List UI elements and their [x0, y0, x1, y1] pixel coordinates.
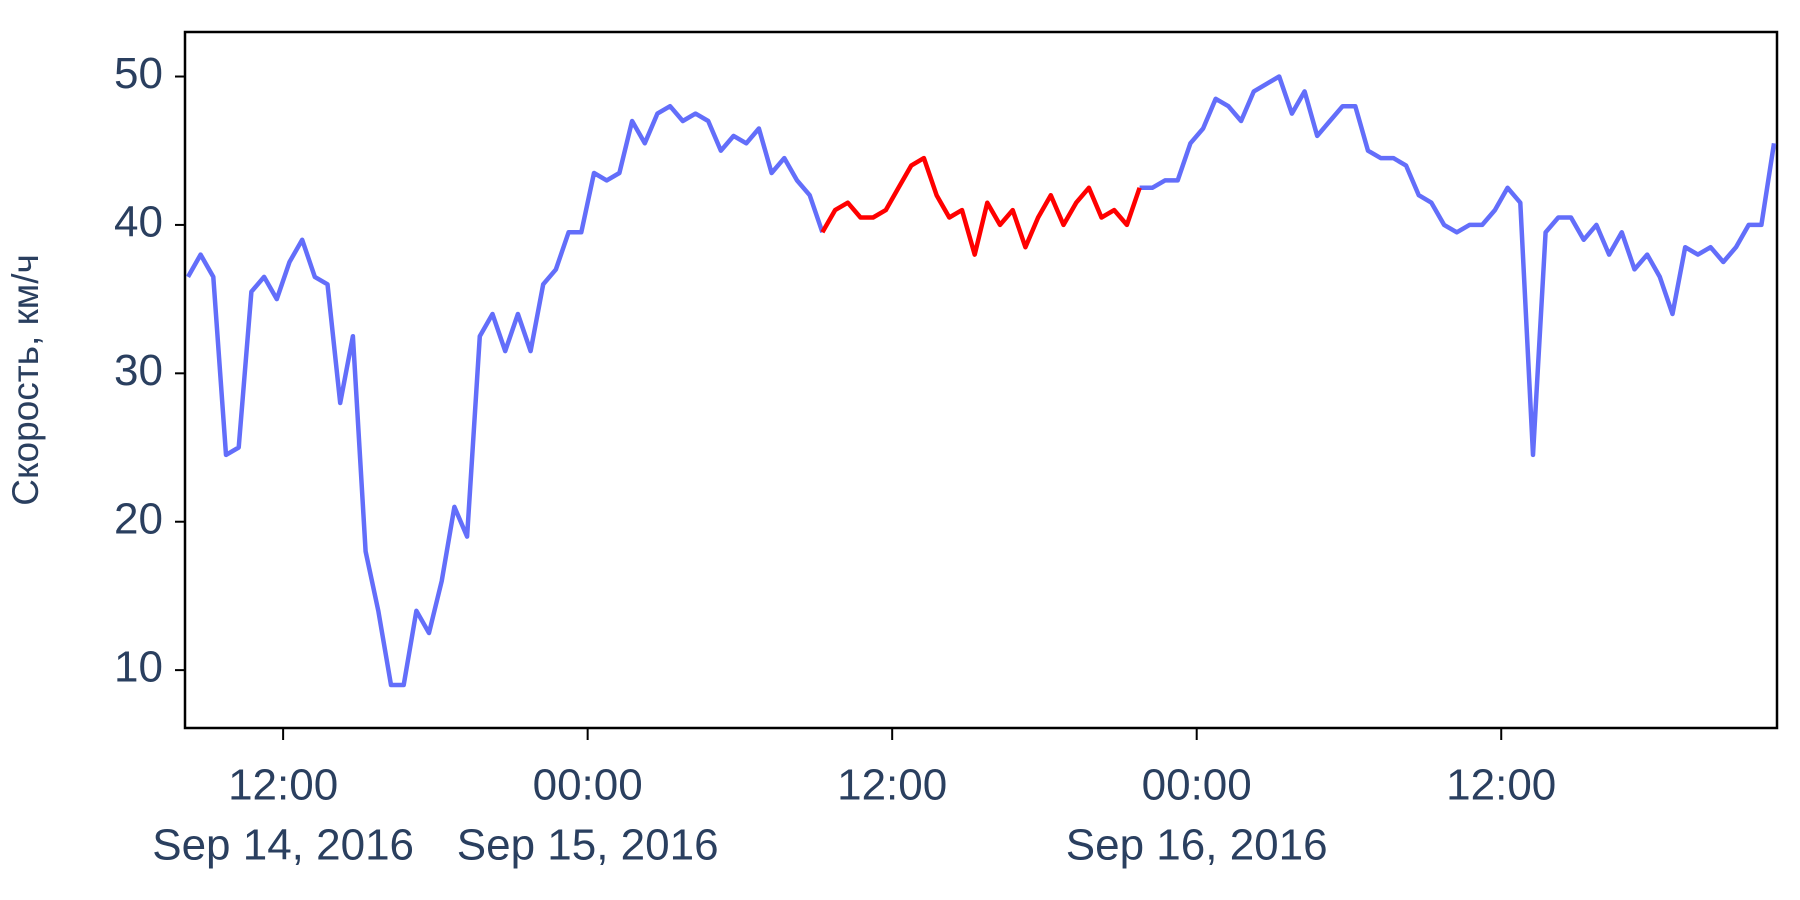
x-tick-label: 00:00 [533, 761, 643, 810]
y-tick-label: 20 [114, 494, 163, 543]
y-tick-label: 50 [114, 49, 163, 98]
y-tick-label: 40 [114, 198, 163, 247]
x-tick-date-label: Sep 14, 2016 [152, 821, 414, 870]
series-line [820, 155, 1142, 257]
series-line [186, 74, 1777, 688]
x-tick-label: 12:00 [228, 761, 338, 810]
y-tick-label: 30 [114, 346, 163, 395]
x-tick-label: 12:00 [1446, 761, 1556, 810]
x-tick-label: 12:00 [837, 761, 947, 810]
plot-frame [183, 30, 1779, 730]
y-axis-label: Скорость, км/ч [5, 254, 46, 506]
x-tick-date-label: Sep 15, 2016 [457, 821, 719, 870]
y-tick-label: 10 [114, 643, 163, 692]
x-tick-label: 00:00 [1142, 761, 1252, 810]
x-tick-date-label: Sep 16, 2016 [1066, 821, 1328, 870]
